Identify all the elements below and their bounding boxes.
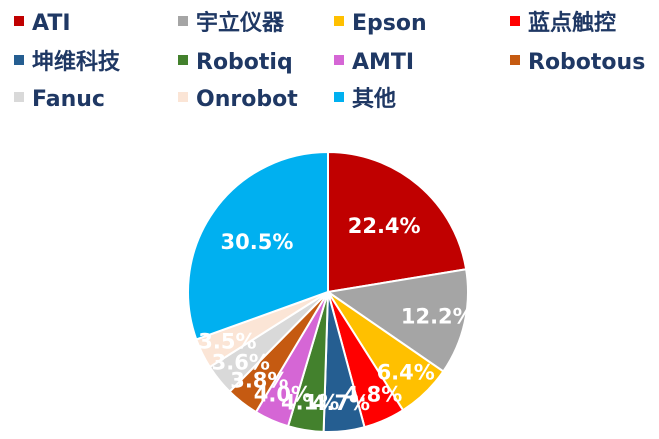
pie-slice (325, 268, 469, 373)
slice-data-label: 30.5% (221, 230, 294, 254)
legend-label: 坤维科技 (32, 49, 121, 75)
legend-swatch (14, 55, 24, 65)
legend-label: 其他 (352, 87, 396, 112)
legend-item: ATI (14, 11, 71, 36)
legend-swatch (14, 92, 24, 102)
slice-data-label: 12.2% (401, 304, 474, 328)
slice-data-label: 4.8% (344, 383, 402, 407)
legend-item: 其他 (334, 87, 396, 112)
legend-item: 蓝点触控 (510, 10, 616, 36)
data-labels: 22.4% 12.2% 6.4%4.8%4.7%4.1%4.0%3.8%3.6%3.… (198, 214, 473, 415)
legend-swatch (178, 92, 188, 102)
legend-label: Onrobot (196, 87, 298, 112)
legend-label: Epson (352, 11, 427, 36)
legend-item: Fanuc (14, 87, 105, 112)
legend-label: 蓝点触控 (528, 10, 616, 36)
slice-data-label: 4.1% (281, 391, 339, 415)
legend-swatch (510, 55, 520, 65)
legend-item: Epson (334, 11, 427, 36)
pie-slices (187, 150, 469, 433)
legend-swatch (334, 92, 344, 102)
slice-data-label: 3.6% (212, 350, 270, 374)
legend-item: AMTI (334, 50, 414, 75)
pie-slice (187, 150, 329, 341)
legend-swatch (510, 16, 520, 26)
legend-swatch (334, 16, 344, 26)
slice-data-label: 3.5% (198, 329, 256, 353)
legend-label: Fanuc (32, 87, 105, 112)
slice-data-label: 4.0% (254, 383, 312, 407)
legend-item: Robotous (510, 50, 645, 75)
slice-data-label: 6.4% (377, 361, 435, 385)
legend-item: 宇立仪器 (178, 10, 285, 36)
slice-data-label: 4.7% (312, 391, 370, 415)
legend-swatch (14, 16, 24, 26)
legend-item: Onrobot (178, 87, 298, 112)
legend-label: AMTI (352, 50, 414, 75)
legend-item: Robotiq (178, 50, 293, 75)
legend-swatch (178, 16, 188, 26)
legend-label: Robotiq (196, 50, 293, 75)
slice-data-label: 3.8% (230, 368, 288, 392)
pie-slice (327, 150, 468, 294)
legend-swatch (334, 55, 344, 65)
legend-label: Robotous (528, 50, 645, 75)
legend-label: 宇立仪器 (196, 10, 285, 36)
legend-item: 坤维科技 (14, 49, 121, 75)
legend-swatch (178, 55, 188, 65)
legend-label: ATI (32, 11, 71, 36)
slice-data-label: 22.4% (348, 214, 421, 238)
